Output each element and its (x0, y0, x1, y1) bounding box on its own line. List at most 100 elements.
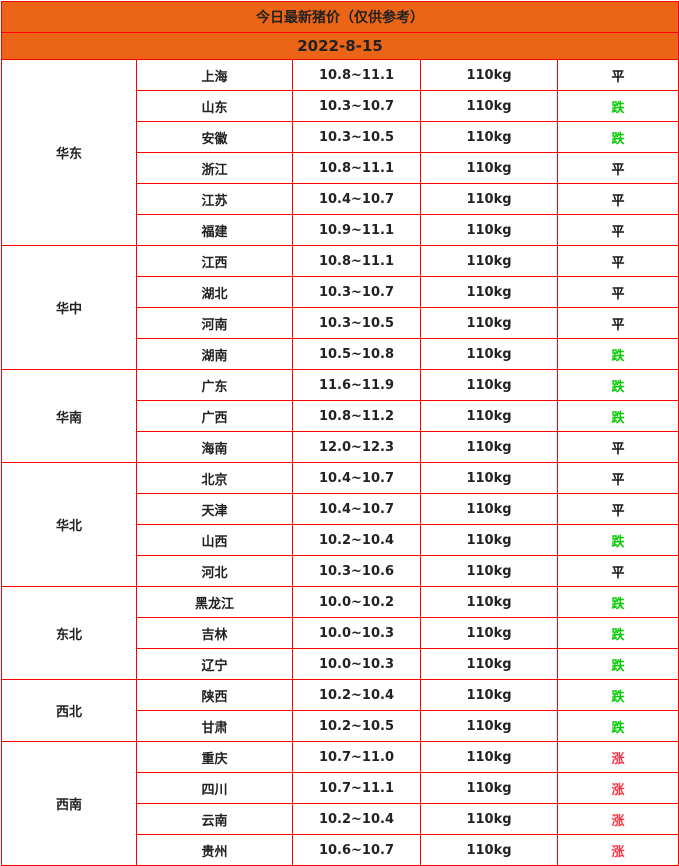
trend-cell: 平 (556, 214, 679, 246)
price-cell: 10.2~10.4 (292, 524, 421, 556)
province-cell: 陕西 (136, 679, 293, 711)
weight-cell: 110kg (420, 586, 558, 618)
price-cell: 10.2~10.4 (292, 679, 421, 711)
trend-cell: 平 (556, 276, 679, 308)
weight-cell: 110kg (420, 524, 558, 556)
province-cell: 浙江 (136, 152, 293, 184)
weight-cell: 110kg (420, 741, 558, 773)
table-row: 东北 黑龙江 10.0~10.2 110kg 跌 (1, 586, 679, 680)
province-cell: 海南 (136, 431, 293, 463)
table-row: 贵州 10.6~10.7 110kg 涨 (2, 834, 679, 866)
province-cell: 重庆 (136, 741, 293, 773)
table-row: 吉林 10.0~10.3 110kg 跌 (2, 617, 679, 649)
weight-cell: 110kg (420, 617, 558, 649)
trend-cell: 跌 (556, 710, 679, 742)
table-row: 浙江 10.8~11.1 110kg 平 (2, 152, 679, 184)
province-cell: 吉林 (136, 617, 293, 649)
trend-cell: 跌 (556, 679, 679, 711)
price-cell: 10.0~10.3 (292, 617, 421, 649)
table-row: 辽宁 10.0~10.3 110kg 跌 (2, 648, 679, 680)
table-row: 天津 10.4~10.7 110kg 平 (2, 493, 679, 525)
table-row: 湖北 10.3~10.7 110kg 平 (2, 276, 679, 308)
trend-cell: 跌 (556, 400, 679, 432)
price-cell: 10.3~10.5 (292, 121, 421, 153)
weight-cell: 110kg (420, 493, 558, 525)
table-row: 河南 10.3~10.5 110kg 平 (2, 307, 679, 339)
trend-cell: 涨 (556, 741, 679, 773)
province-cell: 广东 (136, 369, 293, 401)
table-row: 华中 江西 10.8~11.1 110kg 平 (1, 245, 679, 370)
table-date: 2022-8-15 (0, 32, 679, 60)
price-cell: 10.6~10.7 (292, 834, 421, 866)
province-cell: 山西 (136, 524, 293, 556)
trend-cell: 跌 (556, 338, 679, 370)
weight-cell: 110kg (420, 152, 558, 184)
trend-cell: 平 (556, 431, 679, 463)
table-row: 西北 陕西 10.2~10.4 110kg 跌 (1, 679, 679, 742)
trend-cell: 跌 (556, 121, 679, 153)
price-cell: 12.0~12.3 (292, 431, 421, 463)
weight-cell: 110kg (420, 400, 558, 432)
province-cell: 江苏 (136, 183, 293, 215)
trend-cell: 平 (556, 493, 679, 525)
table-row: 湖南 10.5~10.8 110kg 跌 (2, 338, 679, 370)
price-cell: 10.8~11.1 (292, 152, 421, 184)
region-cell: 西南 (1, 741, 137, 866)
province-cell: 北京 (136, 462, 293, 494)
price-cell: 10.7~11.1 (292, 772, 421, 804)
price-cell: 10.3~10.5 (292, 307, 421, 339)
province-cell: 湖南 (136, 338, 293, 370)
table-row: 河北 10.3~10.6 110kg 平 (2, 555, 679, 587)
province-cell: 福建 (136, 214, 293, 246)
province-cell: 天津 (136, 493, 293, 525)
table-row: 江苏 10.4~10.7 110kg 平 (2, 183, 679, 215)
trend-cell: 跌 (556, 524, 679, 556)
price-cell: 10.3~10.6 (292, 555, 421, 587)
table-row: 华东 上海 10.8~11.1 110kg 平 (1, 59, 679, 246)
province-cell: 广西 (136, 400, 293, 432)
region-cell: 华南 (1, 369, 137, 463)
price-cell: 10.4~10.7 (292, 183, 421, 215)
province-cell: 黑龙江 (136, 586, 293, 618)
trend-cell: 涨 (556, 803, 679, 835)
weight-cell: 110kg (420, 710, 558, 742)
table-row: 山西 10.2~10.4 110kg 跌 (2, 524, 679, 556)
weight-cell: 110kg (420, 803, 558, 835)
weight-cell: 110kg (420, 338, 558, 370)
trend-cell: 平 (556, 183, 679, 215)
weight-cell: 110kg (420, 555, 558, 587)
weight-cell: 110kg (420, 121, 558, 153)
trend-cell: 跌 (556, 586, 679, 618)
weight-cell: 110kg (420, 834, 558, 866)
trend-cell: 跌 (556, 369, 679, 401)
weight-cell: 110kg (420, 772, 558, 804)
price-cell: 10.7~11.0 (292, 741, 421, 773)
weight-cell: 110kg (420, 648, 558, 680)
weight-cell: 110kg (420, 369, 558, 401)
province-cell: 四川 (136, 772, 293, 804)
date-row: 2022-8-15 (0, 32, 679, 60)
trend-cell: 平 (556, 245, 679, 277)
table-row: 西南 重庆 10.7~11.0 110kg 涨 (1, 741, 679, 866)
weight-cell: 110kg (420, 214, 558, 246)
weight-cell: 110kg (420, 679, 558, 711)
price-cell: 10.4~10.7 (292, 493, 421, 525)
table-row: 福建 10.9~11.1 110kg 平 (2, 214, 679, 246)
trend-cell: 涨 (556, 772, 679, 804)
region-cell: 华中 (1, 245, 137, 370)
province-cell: 湖北 (136, 276, 293, 308)
table-row: 甘肃 10.2~10.5 110kg 跌 (2, 710, 679, 742)
price-cell: 10.5~10.8 (292, 338, 421, 370)
region-cell: 华东 (1, 59, 137, 246)
trend-cell: 平 (556, 307, 679, 339)
province-cell: 山东 (136, 90, 293, 122)
weight-cell: 110kg (420, 431, 558, 463)
price-cell: 10.3~10.7 (292, 90, 421, 122)
price-cell: 10.0~10.2 (292, 586, 421, 618)
province-cell: 河南 (136, 307, 293, 339)
province-cell: 辽宁 (136, 648, 293, 680)
price-cell: 10.3~10.7 (292, 276, 421, 308)
weight-cell: 110kg (420, 307, 558, 339)
trend-cell: 跌 (556, 648, 679, 680)
